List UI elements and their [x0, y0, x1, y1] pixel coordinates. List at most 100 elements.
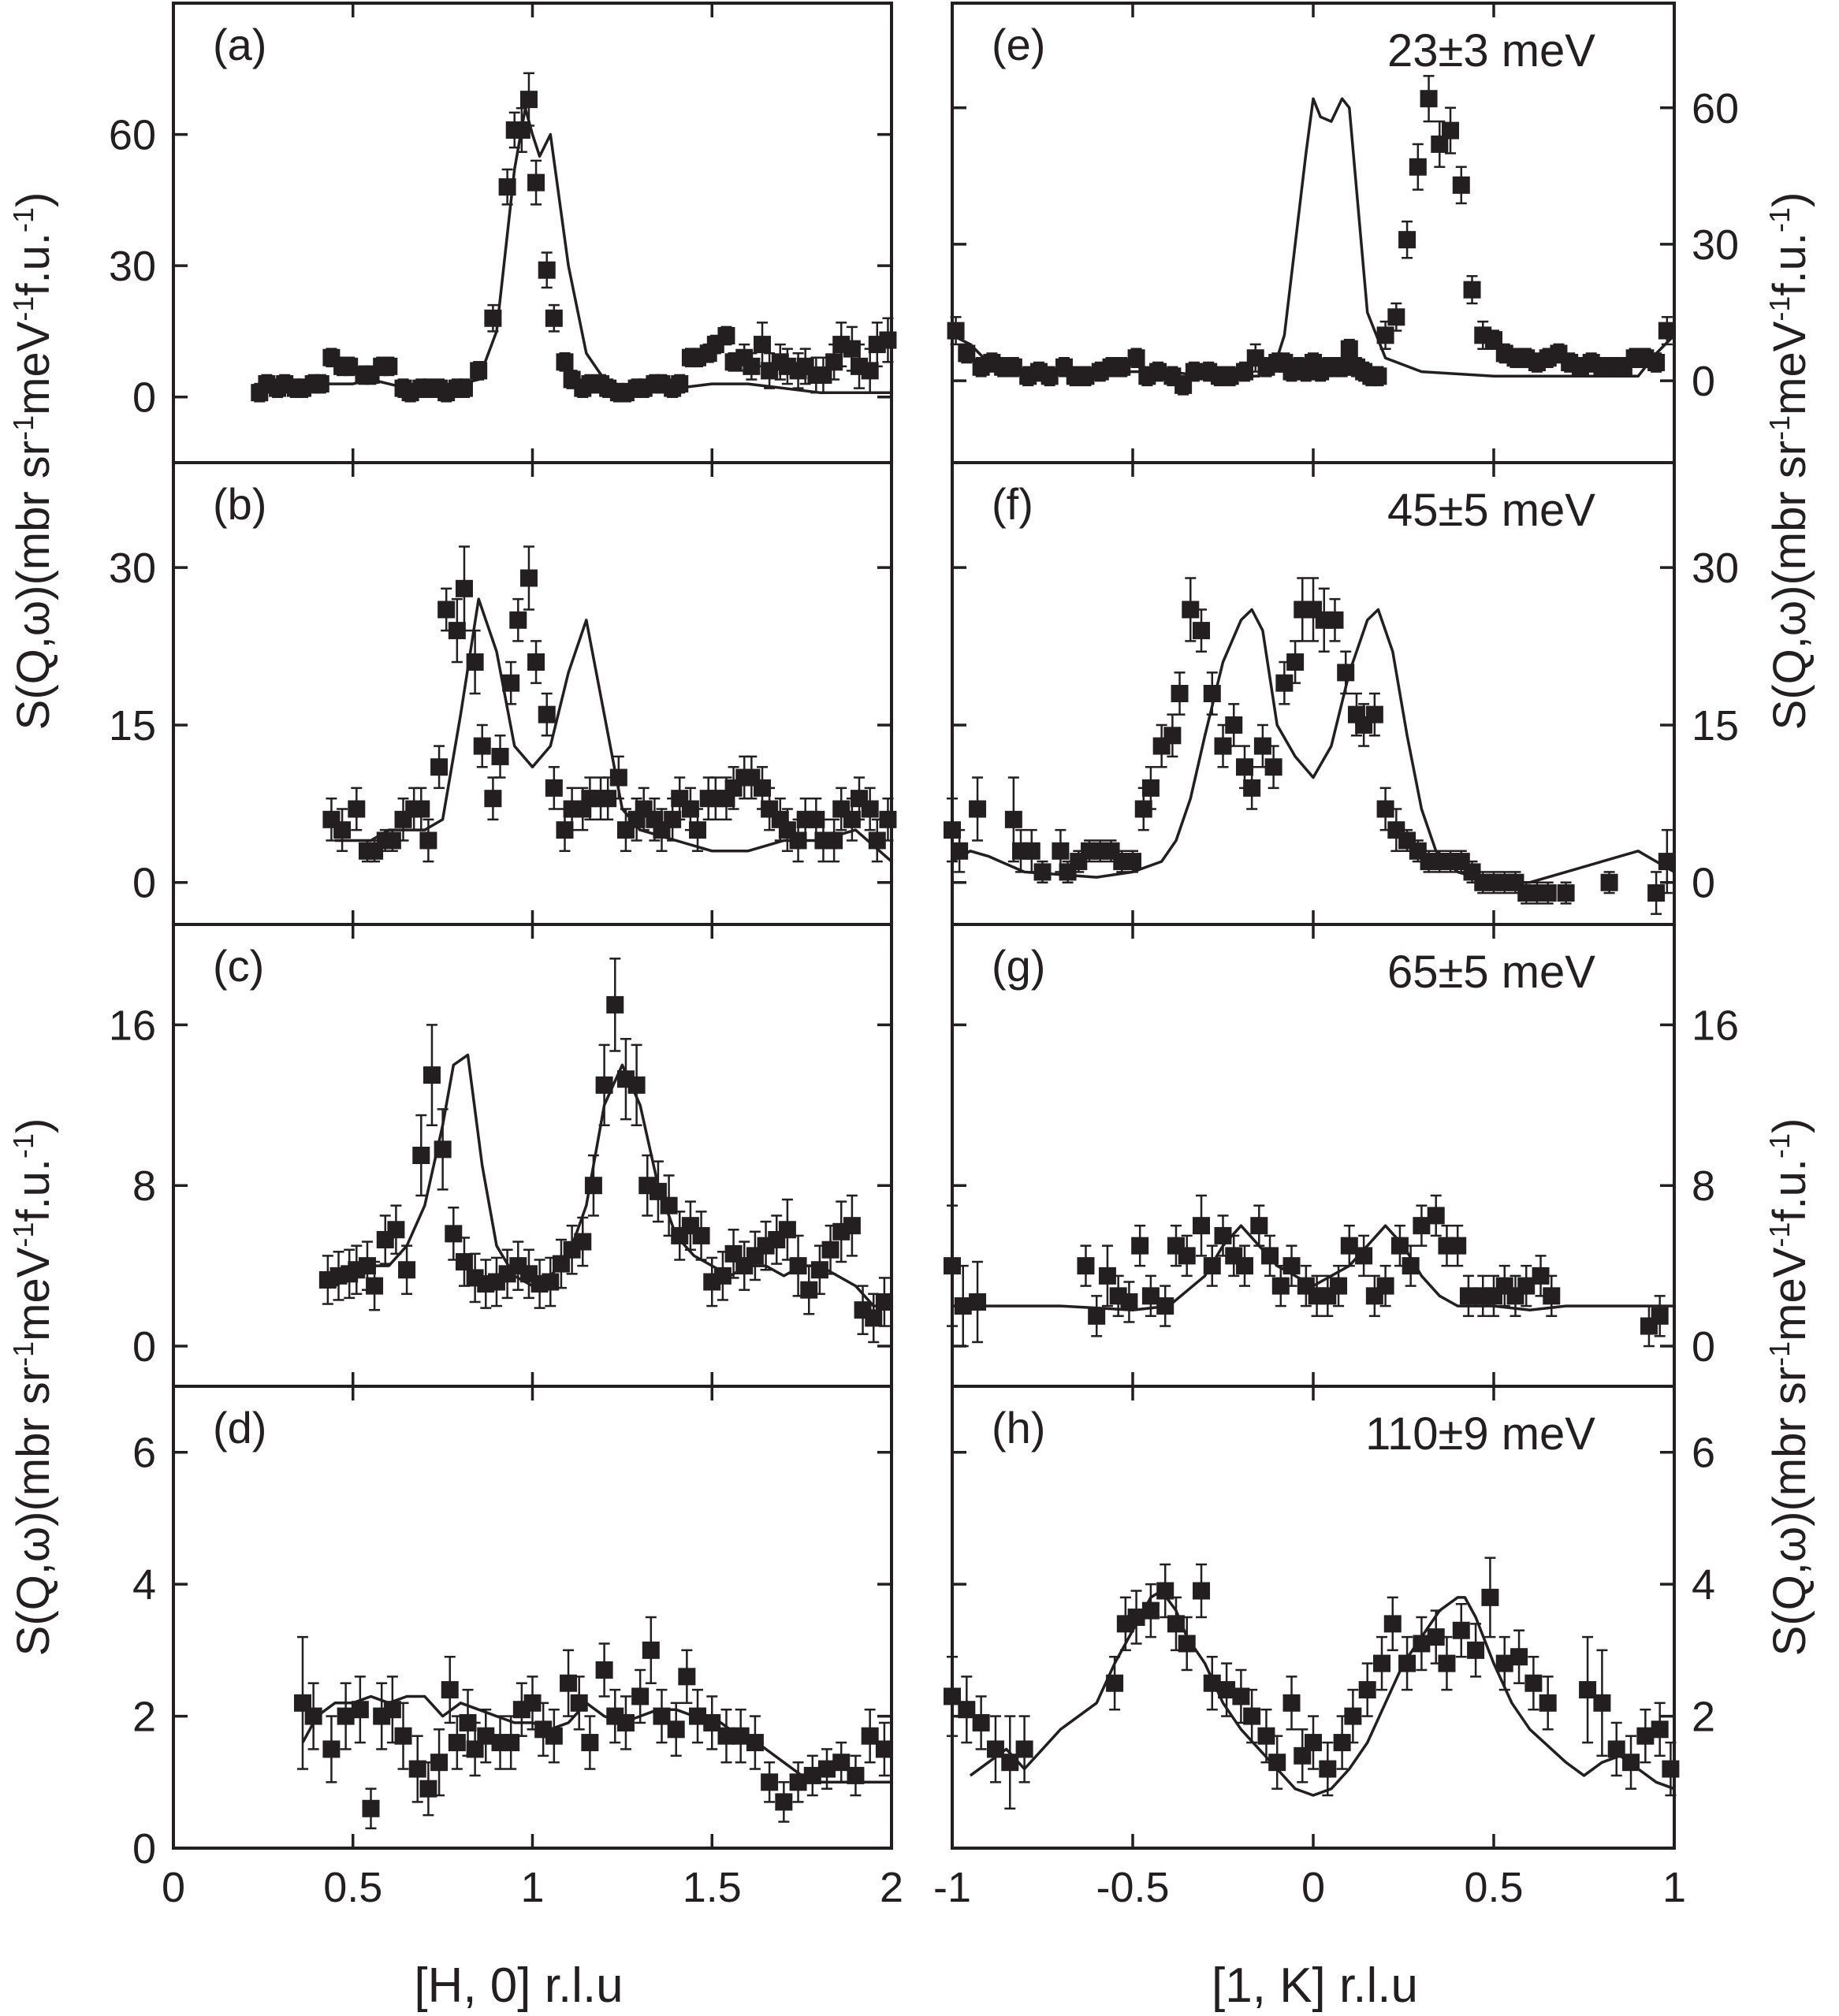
data-point: [1658, 853, 1676, 871]
plot-frame: [172, 1385, 893, 1850]
data-point: [1485, 331, 1502, 349]
data-point: [1004, 810, 1022, 828]
ylabel-end: f.u.: [8, 1159, 59, 1222]
panel-label: (e): [992, 20, 1045, 69]
data-point: [1373, 1654, 1391, 1672]
data-point: [1662, 1760, 1680, 1778]
data-point: [293, 1694, 311, 1712]
data-point: [304, 1707, 322, 1725]
data-point: [865, 1309, 883, 1327]
ylabel-sup1: -1: [1763, 415, 1796, 441]
data-point: [394, 1727, 412, 1745]
data-point: [1131, 1237, 1149, 1255]
data-point: [1481, 1588, 1499, 1606]
data-point: [789, 1257, 807, 1275]
data-point: [1286, 653, 1305, 671]
data-point: [616, 1713, 635, 1731]
ylabel-sup2: -1: [1763, 296, 1796, 322]
x-tick-label: 0.5: [323, 1864, 382, 1911]
data-point: [322, 1740, 341, 1758]
x-tick-label: -1: [933, 1864, 971, 1911]
data-point: [1402, 1257, 1420, 1275]
ylabel-close: ): [8, 192, 59, 207]
panel-c: 0 8 16 (c): [109, 923, 893, 1388]
data-point: [1178, 1247, 1196, 1265]
data-point: [470, 362, 488, 380]
data-point: [810, 1261, 828, 1279]
data-point: [944, 1257, 961, 1275]
ylabel-close: ): [8, 1118, 59, 1133]
x-tick-label: 0: [162, 1864, 185, 1911]
data-point: [1409, 158, 1427, 176]
ylabel-end: f.u.: [8, 232, 59, 296]
data-point: [1141, 1287, 1160, 1305]
data-point: [1282, 1694, 1301, 1712]
data-point: [1355, 1247, 1373, 1265]
data-point: [1243, 1707, 1261, 1725]
data-point: [423, 1066, 441, 1084]
data-point: [789, 831, 807, 850]
data-point: [1182, 601, 1200, 619]
ylabel-end: f.u.: [1764, 232, 1815, 296]
y-tick-label: 6: [132, 1430, 156, 1477]
data-point: [459, 1713, 477, 1731]
y-tick-label: 30: [1692, 545, 1739, 592]
data-point: [311, 375, 329, 393]
panel-e: 0 30 60 (e) 23±3 meV: [947, 2, 1739, 464]
data-point: [1203, 1674, 1221, 1692]
data-point: [1243, 779, 1261, 797]
data-point: [1193, 622, 1211, 640]
data-point: [1203, 685, 1221, 702]
y-tick-label: 0: [132, 1323, 156, 1371]
data-point: [1218, 1681, 1236, 1699]
data-point: [333, 821, 352, 839]
data-point: [1340, 1237, 1358, 1255]
data-point: [1543, 1287, 1561, 1305]
data-point: [861, 800, 879, 818]
data-point: [1127, 349, 1145, 367]
data-point: [717, 326, 735, 344]
data-point: [1539, 1694, 1557, 1712]
data-point: [1022, 842, 1040, 860]
data-point: [441, 1681, 459, 1699]
y-tick-label: 8: [1692, 1162, 1715, 1210]
data-point: [545, 779, 563, 797]
data-point: [466, 653, 484, 671]
data-point: [1203, 1257, 1221, 1275]
data-point: [1431, 135, 1449, 153]
data-point: [879, 331, 897, 349]
x-tick-label: 0: [1301, 1864, 1325, 1911]
data-point: [1282, 1257, 1301, 1275]
data-point: [1294, 1746, 1312, 1765]
panel-label: (a): [213, 20, 266, 69]
data-point: [703, 1713, 721, 1731]
data-point: [1124, 853, 1141, 871]
data-point: [807, 810, 825, 828]
data-point: [1001, 1754, 1019, 1772]
panel-label: (f): [992, 479, 1033, 529]
data-point: [1171, 685, 1189, 702]
data-point: [1261, 1247, 1279, 1265]
data-point: [958, 1701, 976, 1719]
data-point: [430, 758, 449, 776]
data-point: [972, 1713, 990, 1731]
data-point: [1449, 1237, 1467, 1255]
data-point: [1141, 1601, 1160, 1620]
data-point: [448, 622, 466, 640]
data-point: [337, 1707, 355, 1725]
data-point: [430, 1754, 449, 1772]
data-point: [875, 1740, 893, 1758]
x-tick-label: 1: [520, 1864, 544, 1911]
data-point: [671, 375, 689, 393]
data-point: [843, 1217, 861, 1235]
data-point: [789, 1773, 807, 1791]
y-tick-label: 30: [1692, 221, 1739, 269]
data-point: [455, 579, 473, 597]
data-point: [1622, 1754, 1640, 1772]
data-point: [660, 1196, 678, 1214]
data-point: [1134, 800, 1152, 818]
y-tick-label: 4: [1692, 1561, 1715, 1609]
data-point: [519, 569, 538, 587]
data-point: [1250, 1217, 1268, 1235]
